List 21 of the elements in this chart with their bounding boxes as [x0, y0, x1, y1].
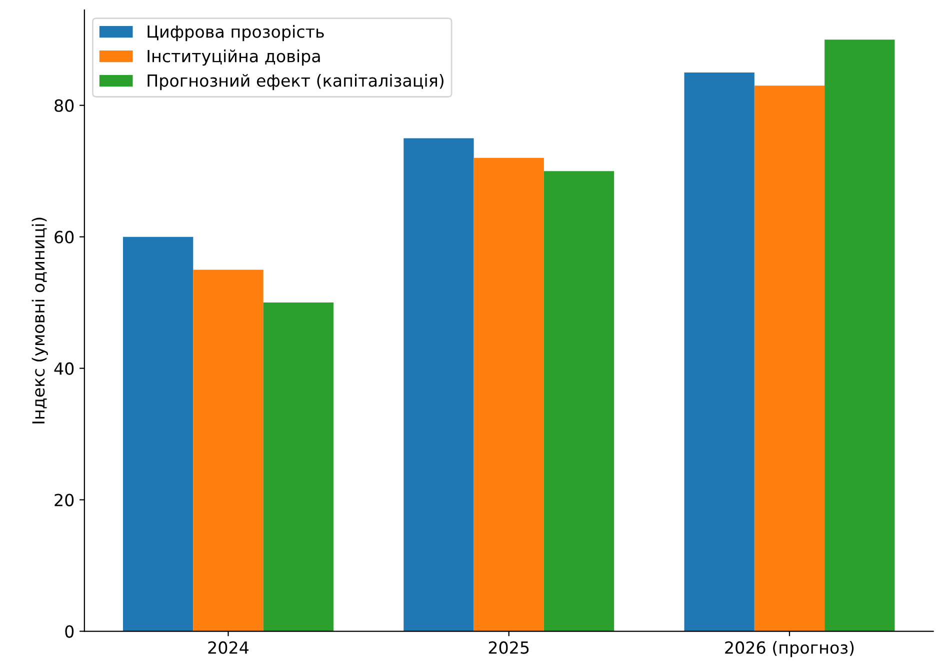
bar: [404, 138, 474, 632]
bar: [754, 86, 825, 632]
bar: [544, 171, 614, 632]
x-tick-label: 2024: [208, 641, 249, 654]
legend-label: Інституційна довіра: [148, 49, 320, 66]
x-tick-label: 2026 (прогноз): [725, 641, 854, 658]
y-tick-label: 0: [65, 625, 74, 638]
bar: [263, 302, 334, 632]
bar: [684, 72, 754, 632]
y-tick-label: 80: [54, 99, 74, 112]
bar: [123, 236, 194, 632]
bar: [474, 158, 544, 632]
y-axis-title: Індекс (умовні одиниці): [32, 218, 48, 424]
legend-label: Цифрова прозорість: [148, 25, 324, 42]
y-tick-label: 20: [54, 494, 74, 506]
legend-label: Прогнозний ефект (капіталізація): [148, 74, 444, 90]
x-tick-label: 2025: [488, 641, 529, 654]
bar: [824, 40, 895, 632]
bar: [193, 270, 264, 632]
y-tick-label: 40: [54, 362, 74, 375]
y-tick-label: 60: [54, 230, 74, 244]
